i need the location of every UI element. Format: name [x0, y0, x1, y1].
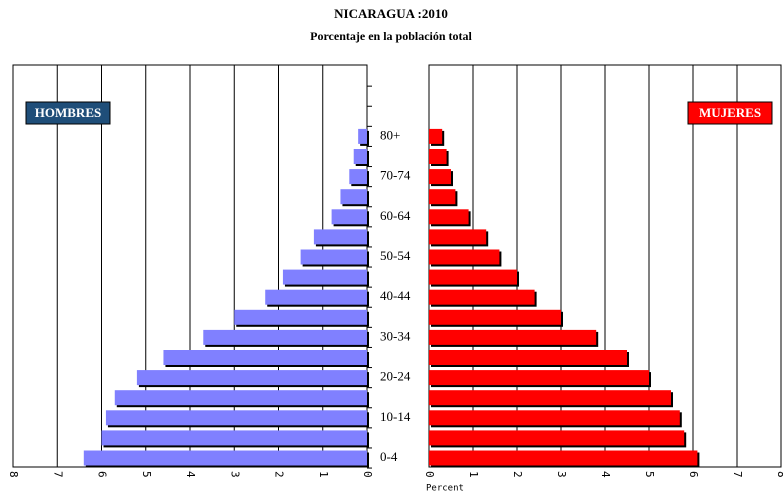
bar	[429, 189, 456, 205]
x-tick-label: 0	[423, 471, 436, 478]
bar	[349, 169, 367, 185]
x-tick-label: 7	[51, 471, 64, 478]
legend-box	[687, 101, 773, 125]
bar	[429, 309, 561, 325]
bar	[429, 269, 517, 285]
bar	[429, 249, 500, 265]
category-label: 80+	[380, 127, 400, 142]
legend-box	[25, 101, 111, 125]
category-label: 30-34	[380, 328, 411, 343]
bar	[114, 390, 368, 406]
bar	[429, 149, 447, 164]
bar	[429, 329, 597, 345]
bar	[282, 269, 367, 285]
bar	[429, 169, 451, 185]
x-tick-label: 3	[555, 471, 568, 478]
x-tick-label: 2	[511, 471, 524, 478]
legend: HOMBRES	[25, 101, 111, 125]
x-tick-label: 7	[731, 471, 744, 478]
bar	[136, 370, 367, 386]
bar	[331, 209, 367, 225]
bar	[429, 289, 535, 305]
bar	[234, 309, 367, 325]
x-tick-label: 6	[687, 471, 700, 478]
x-tick-label: 4	[184, 471, 197, 478]
x-tick-label: 3	[228, 471, 241, 478]
category-label: 60-64	[380, 208, 411, 223]
category-label: 0-4	[380, 449, 398, 464]
x-tick-label: 0	[361, 471, 374, 478]
x-tick-label: 6	[96, 471, 109, 478]
x-tick-label: 1	[317, 471, 330, 478]
x-axis-label: Percent	[426, 484, 464, 494]
bar	[429, 430, 685, 446]
bar	[429, 209, 469, 225]
bar	[429, 128, 443, 144]
legend-label: HOMBRES	[35, 105, 101, 120]
bar	[429, 370, 649, 386]
chart-title: NICARAGUA :2010	[334, 6, 448, 21]
x-tick-label: 5	[643, 471, 656, 478]
bar	[83, 450, 368, 466]
bar	[105, 410, 368, 426]
legend: MUJERES	[687, 101, 773, 125]
x-tick-label: 5	[140, 471, 153, 478]
x-tick-label: 4	[599, 471, 612, 478]
bar	[429, 410, 680, 426]
bar	[163, 350, 367, 365]
bar	[429, 350, 627, 365]
legend-label: MUJERES	[699, 105, 761, 120]
category-label: 40-44	[380, 288, 411, 303]
bar	[340, 189, 367, 205]
category-label: 10-14	[380, 409, 411, 424]
category-label: 20-24	[380, 369, 411, 384]
bar	[300, 249, 367, 265]
bar	[265, 289, 367, 305]
x-tick-label: 8	[775, 471, 783, 478]
bar	[313, 229, 367, 245]
bar	[429, 390, 671, 406]
chart-subtitle: Porcentaje en la población total	[310, 29, 472, 43]
bar	[358, 128, 367, 144]
bar	[429, 450, 698, 466]
x-tick-label: 2	[273, 471, 286, 478]
bar	[353, 149, 367, 164]
bar	[203, 329, 367, 345]
category-label: 50-54	[380, 248, 411, 263]
x-tick-label: 8	[7, 471, 20, 478]
category-label: 70-74	[380, 168, 411, 183]
x-tick-label: 1	[467, 471, 480, 478]
bar	[101, 430, 367, 446]
bar	[429, 229, 487, 245]
